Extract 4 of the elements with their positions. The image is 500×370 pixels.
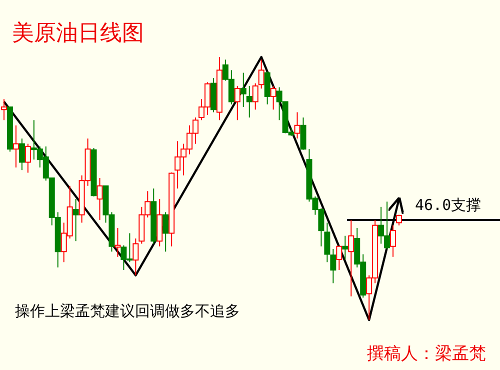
ref-line-label: 46.0支撑 <box>415 196 482 214</box>
annotation: 操作上梁孟梵建议回调做多不追多 <box>15 302 240 320</box>
annotation: 撰稿人：梁孟梵 <box>367 344 486 364</box>
chart-title: 美原油日线图 <box>12 21 144 46</box>
